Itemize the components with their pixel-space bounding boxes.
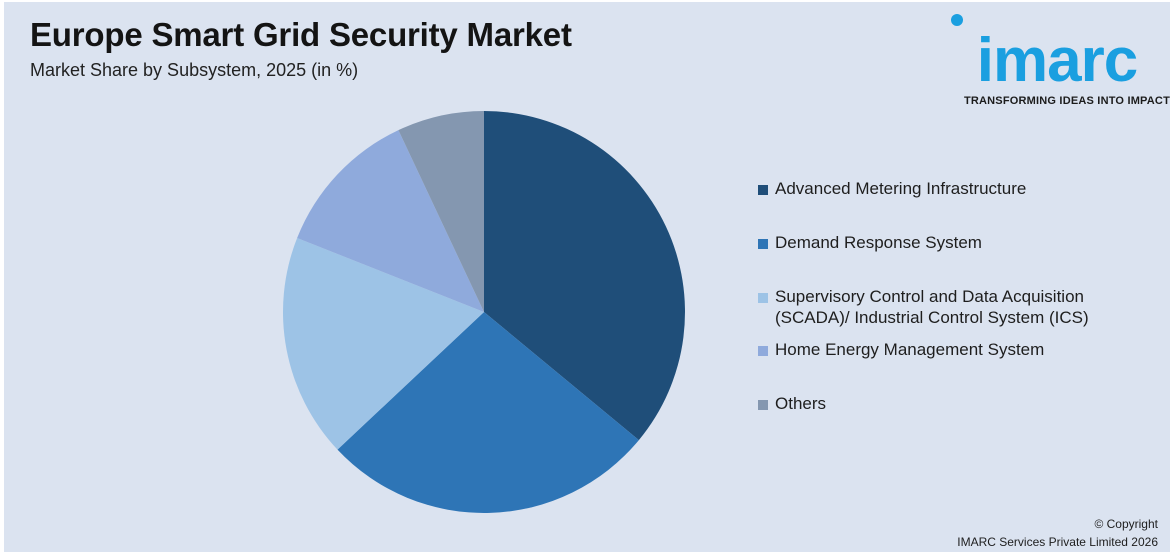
pie-slice [398, 111, 484, 312]
copyright-owner: IMARC Services Private Limited 2026 [957, 535, 1158, 549]
logo-dot-icon [951, 14, 963, 26]
logo-tagline: TRANSFORMING IDEAS INTO IMPACT [963, 95, 1170, 107]
legend-label: Home Energy Management System [775, 340, 1045, 359]
chart-frame: Europe Smart Grid Security Market Market… [4, 2, 1170, 552]
chart-subtitle: Market Share by Subsystem, 2025 (in %) [30, 60, 359, 80]
pie-slice [297, 130, 484, 312]
logo-wordmark: imarc [976, 26, 1138, 95]
pie-slice [337, 312, 639, 513]
legend-label: Others [775, 394, 827, 413]
legend-swatch [758, 400, 768, 410]
copyright-notice: © Copyright IMARC Services Private Limit… [957, 515, 1158, 551]
legend-swatch [758, 185, 768, 195]
copyright-line: © Copyright [1094, 517, 1158, 531]
pie-slice [484, 111, 685, 441]
legend-label: Supervisory Control and Data Acquisition… [775, 287, 1089, 327]
pie-chart [282, 111, 685, 513]
pie-slice [282, 238, 484, 450]
page-title: Europe Smart Grid Security Market [30, 16, 572, 53]
legend-label: Demand Response System [775, 233, 982, 252]
legend-label: Advanced Metering Infrastructure [775, 179, 1027, 198]
legend-swatch [758, 239, 768, 249]
legend-swatch [758, 293, 768, 303]
legend-swatch [758, 346, 768, 356]
imarc-logo: imarc TRANSFORMING IDEAS INTO IMPACT [944, 12, 1170, 112]
